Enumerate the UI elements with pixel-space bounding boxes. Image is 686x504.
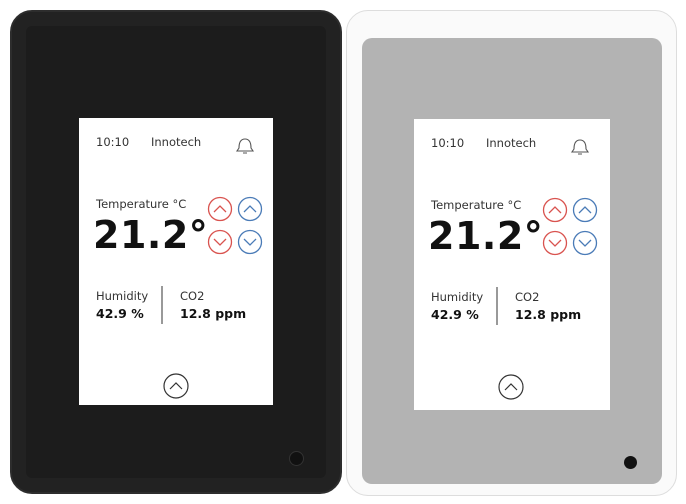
set-button[interactable] — [572, 197, 598, 223]
chevron — [504, 383, 518, 391]
brand: Innotech — [151, 135, 202, 149]
bell-button[interactable] — [570, 135, 590, 157]
set-button[interactable] — [542, 230, 568, 256]
humidity-label: Humidity — [431, 290, 484, 304]
chevron — [578, 239, 592, 247]
temperature-label: Temperature °C — [431, 198, 522, 212]
temperature: 21.2° — [428, 214, 544, 258]
chevron — [213, 205, 227, 213]
chevron — [243, 238, 257, 246]
bell-icon — [235, 138, 255, 154]
humidity: 42.9 % — [96, 306, 144, 321]
set-button[interactable] — [237, 196, 263, 222]
temperature-label: Temperature °C — [96, 197, 187, 211]
time: 10:10 — [96, 135, 130, 149]
brand: Innotech — [486, 136, 537, 150]
co2: 12.8 ppm — [515, 307, 582, 322]
screen: 10:10 Innotech Temperature °C 21.2° Humidity… — [79, 118, 273, 405]
thermostat-black: 10:10 Innotech Temperature °C 21.2° Humidity… — [10, 10, 342, 494]
icons — [496, 139, 598, 400]
chevron — [213, 238, 227, 246]
expand-button[interactable] — [163, 373, 189, 399]
sensor — [289, 451, 304, 466]
co2: 12.8 ppm — [180, 306, 247, 321]
co2-label: CO2 — [180, 289, 205, 303]
chevron — [548, 206, 562, 214]
set-button[interactable] — [207, 196, 233, 222]
chevron — [548, 239, 562, 247]
humidity: 42.9 % — [431, 307, 479, 322]
co2-label: CO2 — [515, 290, 540, 304]
chevron — [169, 382, 183, 390]
icons — [161, 138, 263, 399]
bell-icon — [570, 139, 590, 155]
chevron — [578, 206, 592, 214]
thermostat-white: 10:10 Innotech Temperature °C 21.2° Humidity… — [346, 10, 677, 496]
chevron — [243, 205, 257, 213]
time: 10:10 — [431, 136, 465, 150]
set-button[interactable] — [542, 197, 568, 223]
bell-button[interactable] — [235, 134, 255, 156]
set-button[interactable] — [572, 230, 598, 256]
screen: 10:10 Innotech Temperature °C 21.2° Humidity… — [414, 119, 610, 410]
sensor — [624, 456, 637, 469]
expand-button[interactable] — [498, 374, 524, 400]
temperature: 21.2° — [93, 213, 209, 257]
set-button[interactable] — [237, 229, 263, 255]
set-button[interactable] — [207, 229, 233, 255]
humidity-label: Humidity — [96, 289, 149, 303]
